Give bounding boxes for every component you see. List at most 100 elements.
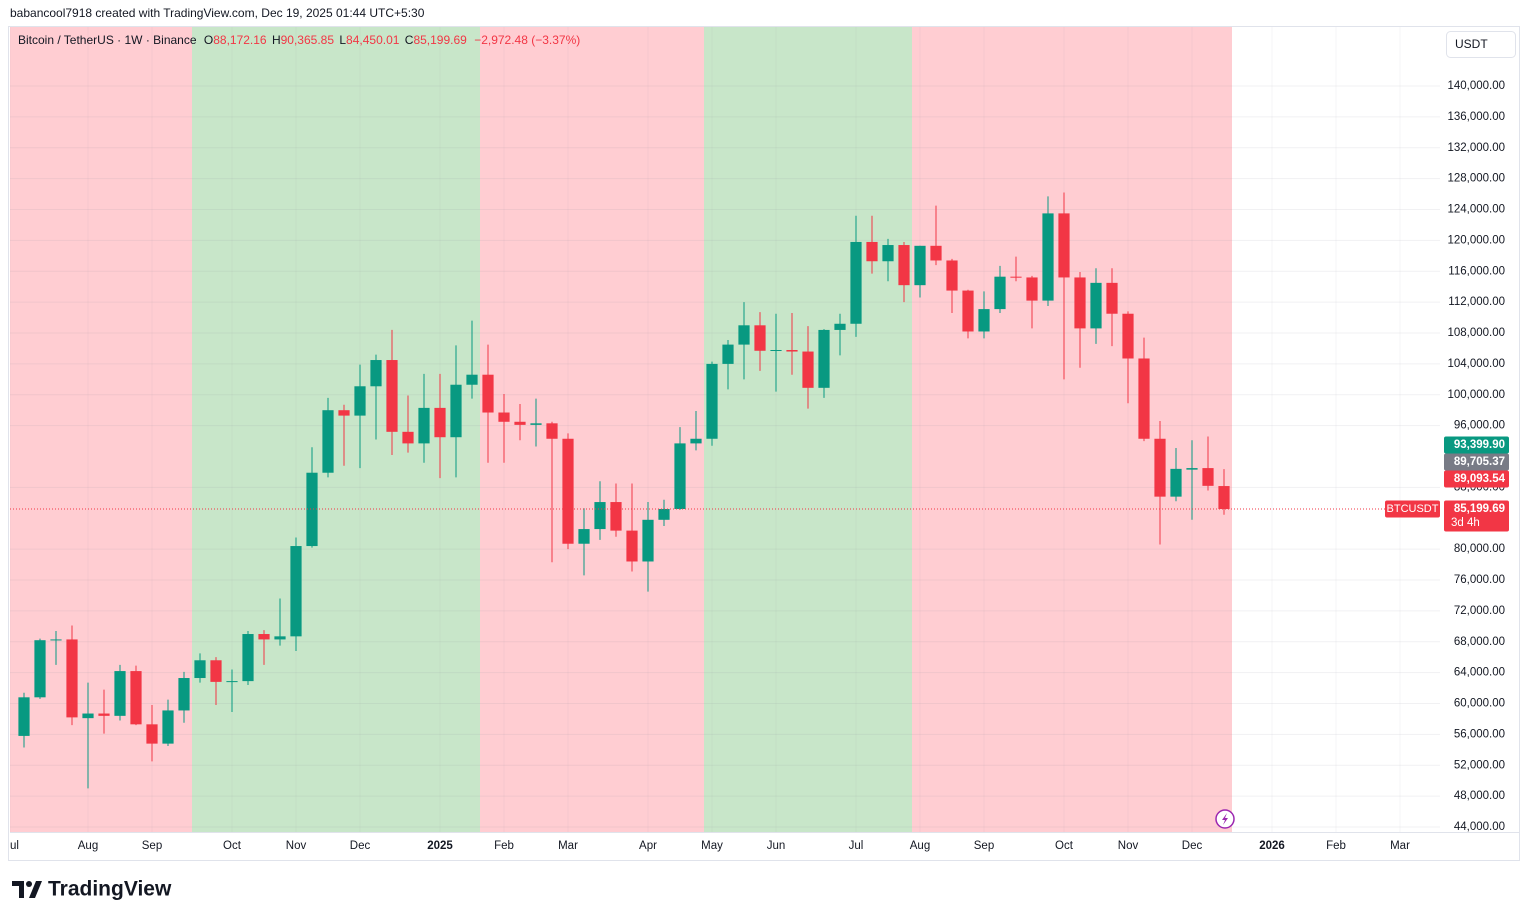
- candle-body: [834, 323, 846, 330]
- candle-body: [226, 681, 238, 683]
- y-tick-label: 140,000.00: [1447, 80, 1505, 92]
- candle-body: [882, 245, 894, 262]
- candle-body: [658, 508, 670, 520]
- candle-body: [162, 710, 174, 744]
- ohlc-key: L: [339, 33, 346, 47]
- candle-body: [290, 546, 302, 637]
- y-tick-label: 56,000.00: [1454, 728, 1505, 740]
- candle-body: [210, 660, 222, 682]
- candle-body: [722, 344, 734, 364]
- candle-body: [946, 260, 958, 291]
- candle-body: [130, 671, 142, 725]
- x-tick-label: Apr: [639, 840, 657, 852]
- price-label-box: [1444, 470, 1509, 488]
- region: [704, 27, 912, 832]
- y-tick-label: 96,000.00: [1454, 420, 1505, 432]
- y-tick-label: 52,000.00: [1454, 759, 1505, 771]
- change: −2,972.48 (−3.37%): [474, 33, 580, 47]
- y-tick-label: 132,000.00: [1447, 142, 1505, 154]
- candle-body: [402, 431, 414, 444]
- candle-body: [274, 636, 286, 640]
- candle-body: [34, 640, 46, 698]
- candle-body: [82, 713, 94, 719]
- y-tick-label: 76,000.00: [1454, 574, 1505, 586]
- replay-icon[interactable]: [1215, 809, 1235, 829]
- x-tick-label: Mar: [1390, 840, 1410, 852]
- currency-button[interactable]: [1446, 31, 1516, 58]
- y-tick-label: 80,000.00: [1454, 543, 1505, 555]
- candle-body: [354, 386, 366, 416]
- candle-body: [594, 502, 606, 530]
- symbol-box: [1385, 500, 1440, 518]
- y-tick-label: 124,000.00: [1447, 204, 1505, 216]
- y-tick-label: 104,000.00: [1447, 358, 1505, 370]
- x-tick-label: Sep: [142, 840, 162, 852]
- x-tick-label: Feb: [494, 840, 514, 852]
- candle-body: [706, 363, 718, 439]
- region: [480, 27, 704, 832]
- last-price-label: 85,199.69: [1454, 503, 1505, 515]
- candle-body: [322, 410, 334, 473]
- candle-body: [994, 276, 1006, 310]
- price-label: 93,399.90: [1454, 439, 1505, 451]
- candle-body: [338, 410, 350, 416]
- x-tick-label: May: [701, 840, 723, 852]
- credit: babancool7918 created with TradingView.c…: [10, 6, 425, 20]
- ohlc-key: H: [272, 33, 281, 47]
- candle-body: [978, 309, 990, 332]
- symbol-title: Bitcoin / TetherUS · 1W · Binance: [18, 33, 197, 47]
- logo-mark: [12, 881, 42, 898]
- candle-body: [1074, 277, 1086, 329]
- candle-body: [370, 360, 382, 387]
- candle-body: [530, 423, 542, 425]
- candle-body: [1090, 282, 1102, 329]
- candle-body: [242, 634, 254, 682]
- candle-body: [1138, 358, 1150, 439]
- candle-body: [626, 530, 638, 562]
- candle-body: [50, 639, 62, 641]
- y-tick-label: 72,000.00: [1454, 605, 1505, 617]
- candle-body: [770, 350, 782, 352]
- y-tick-label: 116,000.00: [1448, 265, 1505, 277]
- candle-body: [194, 660, 206, 679]
- candle-body: [674, 443, 686, 509]
- axes: 44,000.00 48,000.00 52,000.00 56,000.00 60,0…: [10, 80, 1519, 852]
- candle-body: [178, 678, 190, 711]
- candle-body: [1058, 213, 1070, 278]
- candle-body: [98, 713, 110, 716]
- ohlc-value: 85,199.69: [413, 33, 467, 47]
- symbol-label: BTCUSDT: [1387, 503, 1439, 515]
- candle-body: [482, 374, 494, 413]
- y-tick-label: 120,000.00: [1447, 234, 1505, 246]
- price-label: 89,705.37: [1454, 456, 1505, 468]
- region: [912, 27, 1232, 832]
- candle-body: [1026, 277, 1038, 301]
- candle-body: [434, 407, 446, 438]
- x-tick-label: Mar: [558, 840, 578, 852]
- x-tick-label: Feb: [1326, 840, 1346, 852]
- candle-body: [418, 407, 430, 444]
- x-tick-label: Nov: [286, 840, 307, 852]
- candle-body: [1170, 468, 1182, 497]
- y-tick-label: 68,000.00: [1454, 636, 1505, 648]
- candle-body: [546, 423, 558, 439]
- ohlc-key: O: [204, 33, 213, 47]
- x-tick-label: Sep: [974, 840, 994, 852]
- candle-body: [66, 639, 78, 718]
- x-tick-label: Jun: [767, 840, 786, 852]
- x-tick-label: Nov: [1118, 840, 1139, 852]
- countdown: 3d 4h: [1451, 517, 1480, 529]
- x-tick-label: 2026: [1259, 840, 1285, 852]
- chart-frame: [8, 26, 1520, 861]
- legend: Bitcoin / TetherUS · 1W · Binance O88,17…: [18, 33, 580, 47]
- y-tick-label: 44,000.00: [1454, 821, 1505, 833]
- candle-body: [1042, 213, 1054, 301]
- y-tick-label: 108,000.00: [1447, 327, 1505, 339]
- x-tick-label: Oct: [1055, 840, 1074, 852]
- candle-body: [1218, 486, 1230, 509]
- x-tick-label: 2025: [427, 840, 453, 852]
- ohlc-value: 90,365.85: [281, 33, 335, 47]
- currency[interactable]: USDT: [1455, 37, 1488, 51]
- last-price-box: [1444, 500, 1509, 532]
- y-tick-label: 128,000.00: [1447, 173, 1505, 185]
